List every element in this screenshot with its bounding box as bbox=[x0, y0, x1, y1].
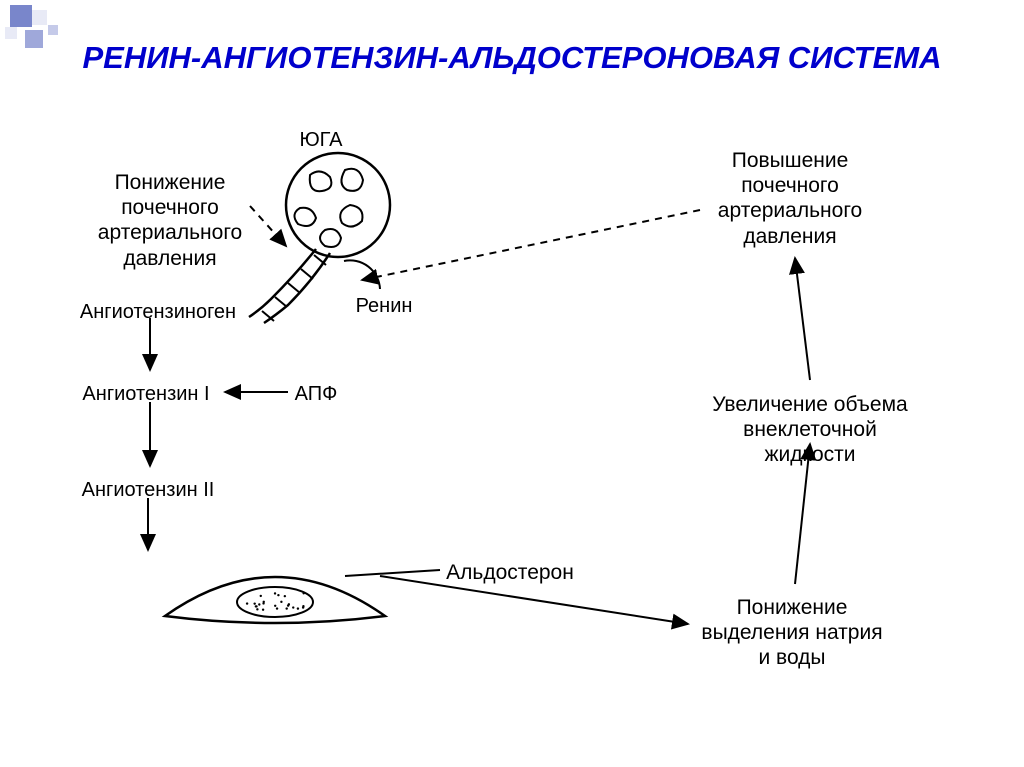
node-angiotensinogen: Ангиотензиноген bbox=[80, 300, 236, 324]
node-fluid_vol: Увеличение объемавнеклеточной жидкости bbox=[703, 392, 917, 468]
node-juga: ЮГА bbox=[299, 128, 342, 152]
node-reduce_excr: Понижениевыделения натрияи воды bbox=[701, 595, 882, 671]
node-renin: Ренин bbox=[356, 294, 413, 318]
node-high_pressure: Повышениепочечногоартериальногодавления bbox=[718, 148, 862, 249]
node-angiotensin1: Ангиотензин I bbox=[82, 382, 209, 406]
node-aldosterone: Альдостерон bbox=[446, 560, 574, 585]
slide-title: РЕНИН-АНГИОТЕНЗИН-АЛЬДОСТЕРОНОВАЯ СИСТЕМ… bbox=[82, 40, 941, 76]
corner-decoration bbox=[0, 0, 80, 60]
node-angiotensin2: Ангиотензин II bbox=[82, 478, 215, 502]
edge-8 bbox=[362, 210, 700, 280]
node-apf: АПФ bbox=[295, 382, 338, 406]
node-low_pressure: Понижениепочечногоартериальногодавления bbox=[98, 170, 242, 271]
raas-diagram: ЮГА Понижениепочечногоартериальногодавлен… bbox=[0, 100, 1024, 750]
edge-6 bbox=[795, 258, 810, 380]
edge-7 bbox=[250, 206, 286, 246]
